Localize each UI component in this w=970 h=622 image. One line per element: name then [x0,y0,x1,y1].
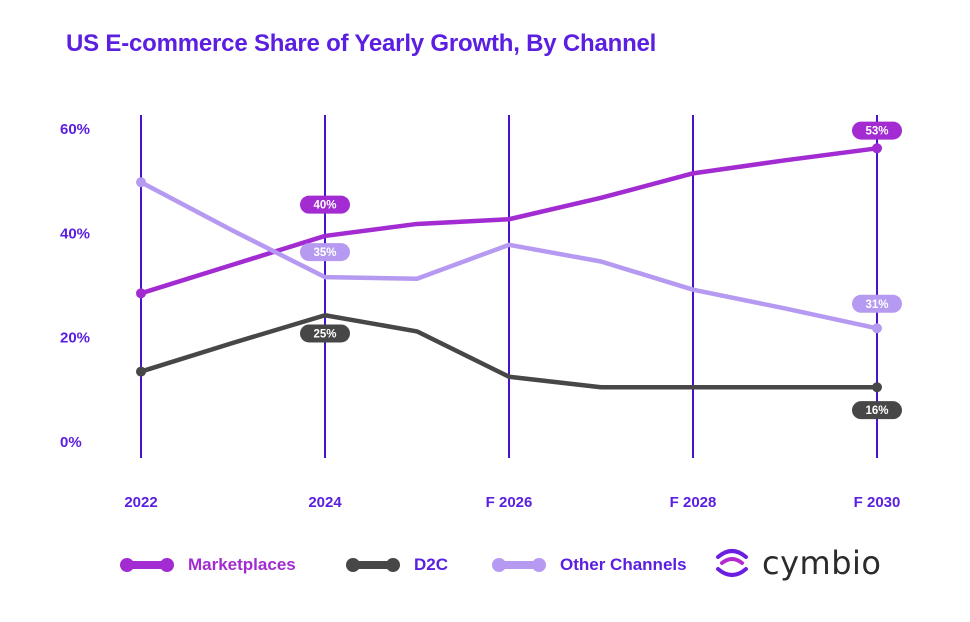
chart-legend: Marketplaces D2C Other Channels [0,550,970,580]
data-label-pill [300,243,350,262]
x-tick-label-2024: 2024 [308,494,342,511]
data-label-pill [300,324,350,343]
data-point-other-channels-2022 [136,177,146,188]
data-label-text: 53% [865,126,888,138]
y-axis-tick-labels: 0% 20% 40% 60% [60,121,90,451]
data-label-text: 35% [313,247,336,259]
data-label-text: 16% [865,405,888,417]
y-tick-label-0: 0% [60,434,82,451]
data-point-marketplaces-2030 [872,143,882,154]
legend-swatch-marketplaces [120,558,174,572]
brand-name: cymbio [762,544,882,582]
legend-item-d2c: D2C [346,550,449,580]
data-label-pill [852,121,902,140]
line-chart: 0% 20% 40% 60% 2022 2024 F 2026 F 2028 F 2030 4… [60,115,902,511]
gridlines [140,115,878,458]
y-tick-label-60: 60% [60,121,90,138]
legend-item-other-channels: Other Channels [492,550,687,580]
legend-label-other-channels: Other Channels [560,555,687,574]
x-tick-label-2030: F 2030 [854,494,901,511]
data-point-d2c-2022 [136,366,146,377]
legend-label-marketplaces: Marketplaces [188,555,296,574]
brand-logo: cymbio [712,540,881,586]
x-axis-tick-labels: 2022 2024 F 2026 F 2028 F 2030 [124,494,900,511]
data-label-pill [300,195,350,214]
data-label-marketplaces-2024: 40% [300,195,350,214]
data-label-d2c-2024: 25% [300,324,350,343]
y-tick-label-40: 40% [60,225,90,242]
x-tick-label-2022: 2022 [124,494,157,511]
data-label-text: 40% [313,200,336,212]
data-point-d2c-2030 [872,382,882,393]
legend-swatch-d2c [346,558,400,572]
data-point-marketplaces-2022 [136,288,146,299]
series-lines [136,143,882,393]
data-label-other-channels-2030: 31% [852,294,902,313]
data-point-other-channels-2030 [872,323,882,334]
data-label-pill [852,294,902,313]
data-label-pill [852,401,902,420]
legend-swatch-other-channels [492,558,546,572]
data-label-d2c-2030: 16% [852,401,902,420]
legend-item-marketplaces: Marketplaces [120,550,296,580]
y-tick-label-20: 20% [60,330,90,347]
x-tick-label-2026: F 2026 [486,494,533,511]
data-label-other-channels-2024: 35% [300,243,350,262]
data-labels: 40% 53% 25% 16% 35% 31% [300,121,902,420]
data-label-text: 25% [313,328,336,340]
series-line-other-channels [138,179,880,331]
chart-title: US E-commerce Share of Yearly Growth, By… [66,30,657,57]
legend-label-d2c: D2C [414,555,449,574]
data-label-marketplaces-2030: 53% [852,121,902,140]
data-label-text: 31% [865,299,888,311]
series-line-marketplaces [138,146,880,296]
series-line-d2c [138,312,880,390]
cymbio-logo-icon [716,549,748,577]
x-tick-label-2028: F 2028 [670,494,717,511]
